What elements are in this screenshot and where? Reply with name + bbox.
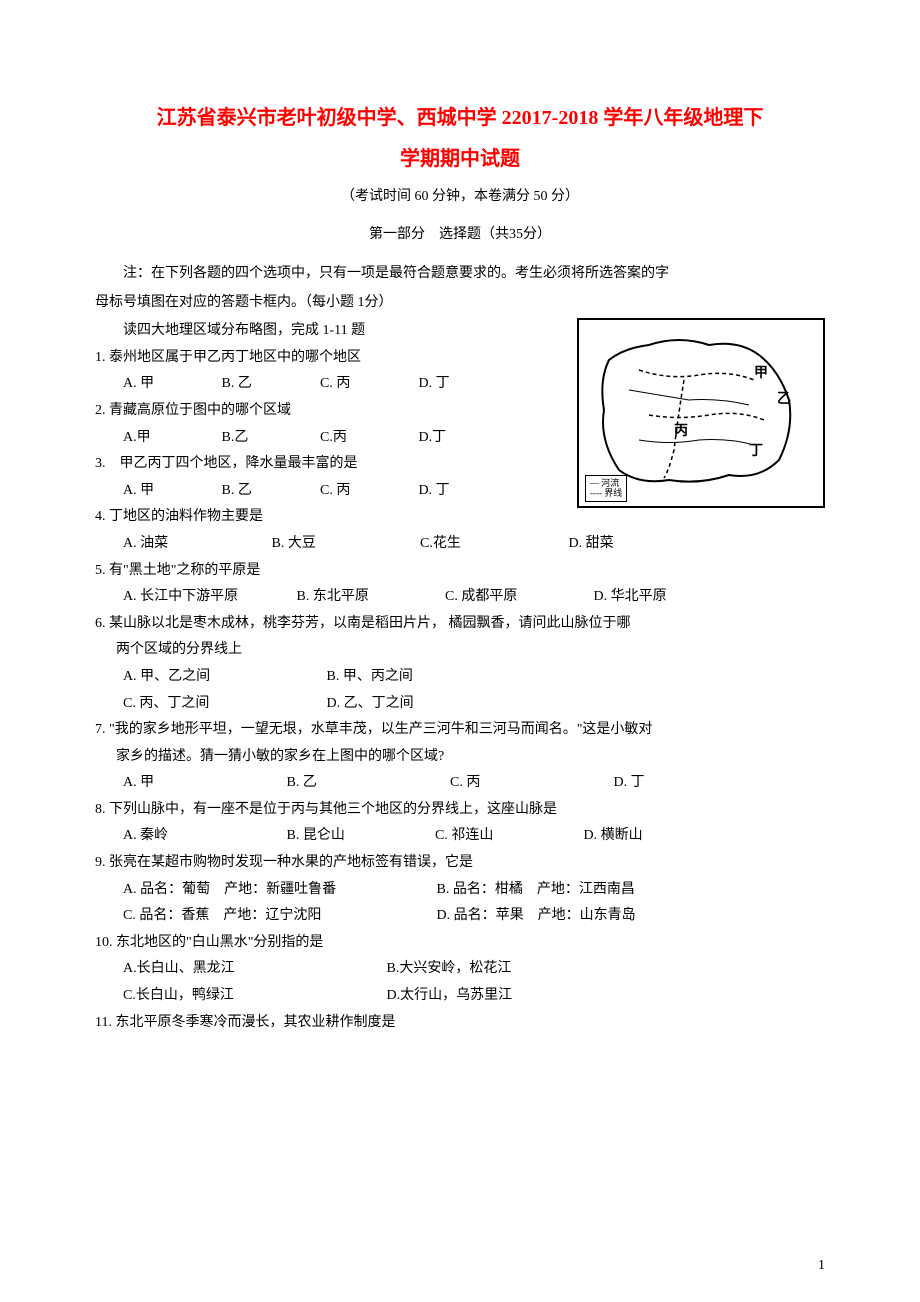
page-number: 1 (818, 1258, 825, 1274)
q3-opt-b: B. 乙 (222, 478, 317, 505)
q4-opt-a: A. 油菜 (123, 531, 268, 558)
q4-options: A. 油菜 B. 大豆 C.花生 D. 甜菜 (95, 531, 825, 558)
q10-opt-a: A.长白山、黑龙江 (123, 956, 383, 983)
q5-opt-d: D. 华北平原 (594, 589, 667, 604)
map-label-ding: 丁 (749, 440, 763, 460)
q5-opt-c: C. 成都平原 (445, 584, 590, 611)
q9-options-row2: C. 品名：香蕉 产地：辽宁沈阳 D. 品名：苹果 产地：山东青岛 (95, 903, 825, 930)
q6-opt-c: C. 丙、丁之间 (123, 691, 323, 718)
q7-opt-b: B. 乙 (287, 770, 447, 797)
q2-text: 2. 青藏高原位于图中的哪个区域 (95, 398, 545, 425)
q8-opt-a: A. 秦岭 (123, 823, 283, 850)
q2-opt-c: C.丙 (320, 425, 415, 452)
q7-opt-d: D. 丁 (614, 775, 645, 790)
map-label-yi: 乙 (777, 388, 791, 408)
q4-opt-b: B. 大豆 (272, 531, 417, 558)
q1-opt-d: D. 丁 (419, 371, 450, 398)
q4-opt-d: D. 甜菜 (569, 536, 614, 551)
q9-opt-b: B. 品名：柑橘 产地：江西南昌 (437, 882, 635, 897)
q9-text: 9. 张亮在某超市购物时发现一种水果的产地标签有错误，它是 (95, 850, 825, 877)
q7-opt-a: A. 甲 (123, 770, 283, 797)
q10-opt-d: D.太行山，乌苏里江 (387, 988, 513, 1003)
q9-options-row1: A. 品名：葡萄 产地：新疆吐鲁番 B. 品名：柑橘 产地：江西南昌 (95, 877, 825, 904)
map-label-bing: 丙 (674, 420, 688, 440)
q7-opt-c: C. 丙 (450, 770, 610, 797)
section-header: 第一部分 选择题（共35分） (95, 223, 825, 243)
q6-options-row1: A. 甲、乙之间 B. 甲、丙之间 (95, 664, 825, 691)
q1-options: A. 甲 B. 乙 C. 丙 D. 丁 (95, 371, 545, 398)
map-legend: — 河流 ---- 界线 (585, 475, 627, 503)
q2-opt-d: D.丁 (419, 425, 447, 452)
q2-opt-a: A.甲 (123, 425, 218, 452)
q5-opt-a: A. 长江中下游平原 (123, 584, 293, 611)
q3-opt-d: D. 丁 (419, 478, 450, 505)
legend-boundary: ---- 界线 (590, 488, 622, 499)
q3-opt-c: C. 丙 (320, 478, 415, 505)
exam-info: （考试时间 60 分钟，本卷满分 50 分） (95, 185, 825, 205)
q2-options: A.甲 B.乙 C.丙 D.丁 (95, 425, 545, 452)
q10-opt-b: B.大兴安岭，松花江 (387, 961, 512, 976)
q5-opt-b: B. 东北平原 (297, 584, 442, 611)
q8-opt-b: B. 昆仑山 (287, 823, 432, 850)
q8-text: 8. 下列山脉中，有一座不是位于丙与其他三个地区的分界线上，这座山脉是 (95, 797, 825, 824)
q8-options: A. 秦岭 B. 昆仑山 C. 祁连山 D. 横断山 (95, 823, 825, 850)
q6-opt-d: D. 乙、丁之间 (327, 696, 414, 711)
q6-opt-a: A. 甲、乙之间 (123, 664, 323, 691)
doc-title-line1: 江苏省泰兴市老叶初级中学、西城中学 22017-2018 学年八年级地理下 (95, 100, 825, 136)
q6-text2: 两个区域的分界线上 (95, 637, 825, 664)
q3-options: A. 甲 B. 乙 C. 丙 D. 丁 (95, 478, 545, 505)
legend-river: — 河流 (590, 478, 622, 489)
q1-opt-b: B. 乙 (222, 371, 317, 398)
q7-options: A. 甲 B. 乙 C. 丙 D. 丁 (95, 770, 825, 797)
q6-options-row2: C. 丙、丁之间 D. 乙、丁之间 (95, 691, 825, 718)
q9-opt-c: C. 品名：香蕉 产地：辽宁沈阳 (123, 903, 433, 930)
q9-opt-d: D. 品名：苹果 产地：山东青岛 (437, 908, 636, 923)
q1-opt-c: C. 丙 (320, 371, 415, 398)
china-map-image: 甲 乙 丙 丁 — 河流 ---- 界线 (577, 318, 825, 508)
q7-text1: 7. "我的家乡地形平坦，一望无垠，水草丰茂，以生产三河牛和三河马而闻名。"这是… (95, 717, 825, 744)
q1-text: 1. 泰州地区属于甲乙丙丁地区中的哪个地区 (95, 345, 545, 372)
q3-opt-a: A. 甲 (123, 478, 218, 505)
q6-text1: 6. 某山脉以北是枣木成林，桃李芬芳，以南是稻田片片， 橘园飘香，请问此山脉位于… (95, 611, 825, 638)
q1-opt-a: A. 甲 (123, 371, 218, 398)
q10-options-row1: A.长白山、黑龙江 B.大兴安岭，松花江 (95, 956, 825, 983)
q5-text: 5. 有"黑土地"之称的平原是 (95, 558, 825, 585)
doc-title-line2: 学期期中试题 (95, 142, 825, 171)
instruction-line1: 注：在下列各题的四个选项中，只有一项是最符合题意要求的。考生必须将所选答案的字 (95, 261, 825, 288)
q5-options: A. 长江中下游平原 B. 东北平原 C. 成都平原 D. 华北平原 (95, 584, 825, 611)
q10-text: 10. 东北地区的"白山黑水"分别指的是 (95, 930, 825, 957)
q4-text: 4. 丁地区的油料作物主要是 (95, 504, 545, 531)
q6-opt-b: B. 甲、丙之间 (327, 669, 413, 684)
q8-opt-c: C. 祁连山 (435, 823, 580, 850)
q7-text2: 家乡的描述。猜一猜小敏的家乡在上图中的哪个区域? (95, 744, 825, 771)
content-wrapper: 读四大地理区域分布略图，完成 1-11 题 甲 乙 丙 丁 — 河流 ---- … (95, 318, 825, 531)
q9-opt-a: A. 品名：葡萄 产地：新疆吐鲁番 (123, 877, 433, 904)
q11-text: 11. 东北平原冬季寒冷而漫长，其农业耕作制度是 (95, 1010, 825, 1037)
q2-opt-b: B.乙 (222, 425, 317, 452)
q4-opt-c: C.花生 (420, 531, 565, 558)
map-label-jia: 甲 (754, 362, 768, 382)
instruction-line2: 母标号填图在对应的答题卡框内。（每小题 1分） (95, 290, 825, 317)
q8-opt-d: D. 横断山 (584, 828, 643, 843)
q10-options-row2: C.长白山，鸭绿江 D.太行山，乌苏里江 (95, 983, 825, 1010)
q10-opt-c: C.长白山，鸭绿江 (123, 983, 383, 1010)
q3-text: 3. 甲乙丙丁四个地区，降水量最丰富的是 (95, 451, 545, 478)
